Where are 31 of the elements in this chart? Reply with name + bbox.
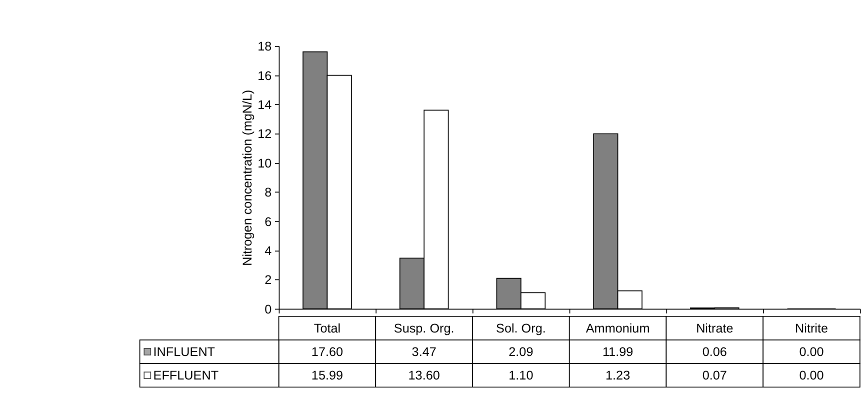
data-label: 15.99: [311, 368, 344, 383]
x-tick-label: Susp. Org.: [394, 321, 454, 336]
legend-label: INFLUENT: [153, 344, 216, 359]
data-label: 0.00: [799, 368, 824, 383]
y-tick-label: 2: [264, 273, 272, 288]
x-tick-label: Nitrate: [696, 321, 734, 336]
x-tick-label: Total: [314, 321, 341, 336]
y-tick-label: 4: [264, 244, 272, 258]
y-tick-label: 6: [264, 214, 272, 229]
y-tick-label: 18: [258, 40, 272, 54]
data-label: 13.60: [408, 368, 440, 383]
data-label: 0.06: [702, 344, 727, 359]
data-label: 17.60: [311, 344, 344, 359]
data-label: 0.07: [702, 368, 727, 383]
data-label: 2.09: [508, 344, 534, 359]
x-tick-label: Nitrite: [795, 321, 828, 336]
x-tick-label: Ammonium: [586, 321, 650, 336]
y-axis-title: Nitrogen concentration (mgN/L): [240, 90, 255, 266]
x-tick-label: Sol. Org.: [496, 321, 546, 336]
data-label: 0.00: [799, 344, 824, 359]
y-tick-label: 16: [258, 68, 272, 83]
legend-label: EFFLUENT: [153, 368, 219, 383]
data-label: 11.99: [602, 344, 634, 359]
data-label: 3.47: [412, 344, 436, 359]
data-label: 1.10: [508, 368, 534, 383]
y-tick-label: 0: [264, 302, 272, 316]
y-tick-label: 12: [258, 127, 272, 142]
y-tick-label: 10: [258, 156, 272, 170]
y-tick-label: 14: [258, 98, 272, 112]
y-tick-label: 8: [264, 186, 272, 200]
data-label: 1.23: [606, 368, 630, 383]
